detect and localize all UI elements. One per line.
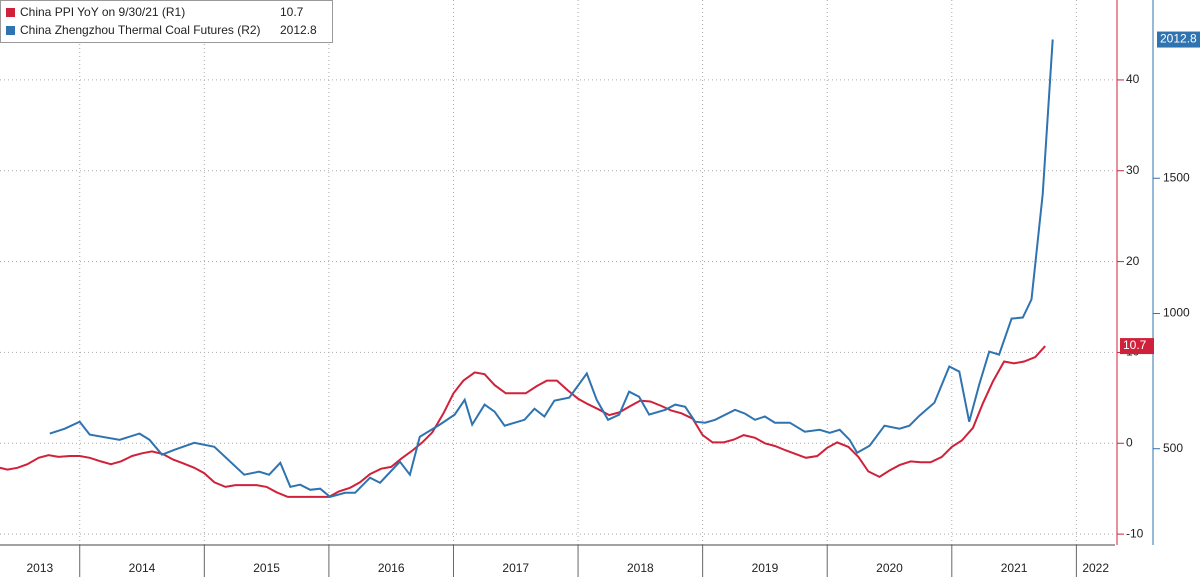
x-tick-label: 2015	[253, 561, 280, 575]
y2-tick-label: 1000	[1163, 306, 1190, 320]
y-tick-label: 40	[1126, 72, 1140, 86]
x-tick-label: 2018	[627, 561, 654, 575]
legend-label: China PPI YoY on 9/30/21 (R1)	[20, 5, 185, 19]
legend-box	[0, 0, 333, 43]
x-tick-label: 2013	[27, 561, 54, 575]
plot-area	[0, 39, 1054, 499]
x-tick-label: 2016	[378, 561, 405, 575]
value-flag-label: 10.7	[1123, 338, 1147, 352]
legend: China PPI YoY on 9/30/21 (R1) 10.7 China…	[0, 0, 333, 43]
y-tick-label: 0	[1126, 435, 1133, 449]
value-flag	[1120, 338, 1154, 355]
x-tick-label: 2020	[876, 561, 903, 575]
legend-swatch	[6, 26, 15, 35]
x-tick-label: 2022	[1082, 561, 1109, 575]
legend-label: China Zhengzhou Thermal Coal Futures (R2…	[20, 23, 261, 37]
grid	[0, 0, 1115, 545]
value-flag	[1157, 31, 1200, 48]
y-tick-label: -10	[1126, 526, 1144, 540]
series-line	[0, 345, 1046, 498]
legend-value: 2012.8	[280, 23, 317, 37]
y-tick-label: 30	[1126, 163, 1140, 177]
y-tick-label: 20	[1126, 254, 1140, 268]
value-flag-label: 2012.8	[1160, 32, 1197, 46]
y2-tick-label: 1500	[1163, 170, 1190, 184]
series-line	[49, 39, 1054, 499]
x-tick-label: 2021	[1001, 561, 1028, 575]
x-tick-label: 2019	[752, 561, 779, 575]
y2-tick-label: 500	[1163, 441, 1183, 455]
x-tick-label: 2017	[502, 561, 529, 575]
x-tick-label: 2014	[129, 561, 156, 575]
legend-swatch	[6, 8, 15, 17]
axes: 2013 2014 2015 2016 2017 2018 2019 2020 2021 2022…	[27, 0, 1200, 577]
legend-value: 10.7	[280, 5, 304, 19]
